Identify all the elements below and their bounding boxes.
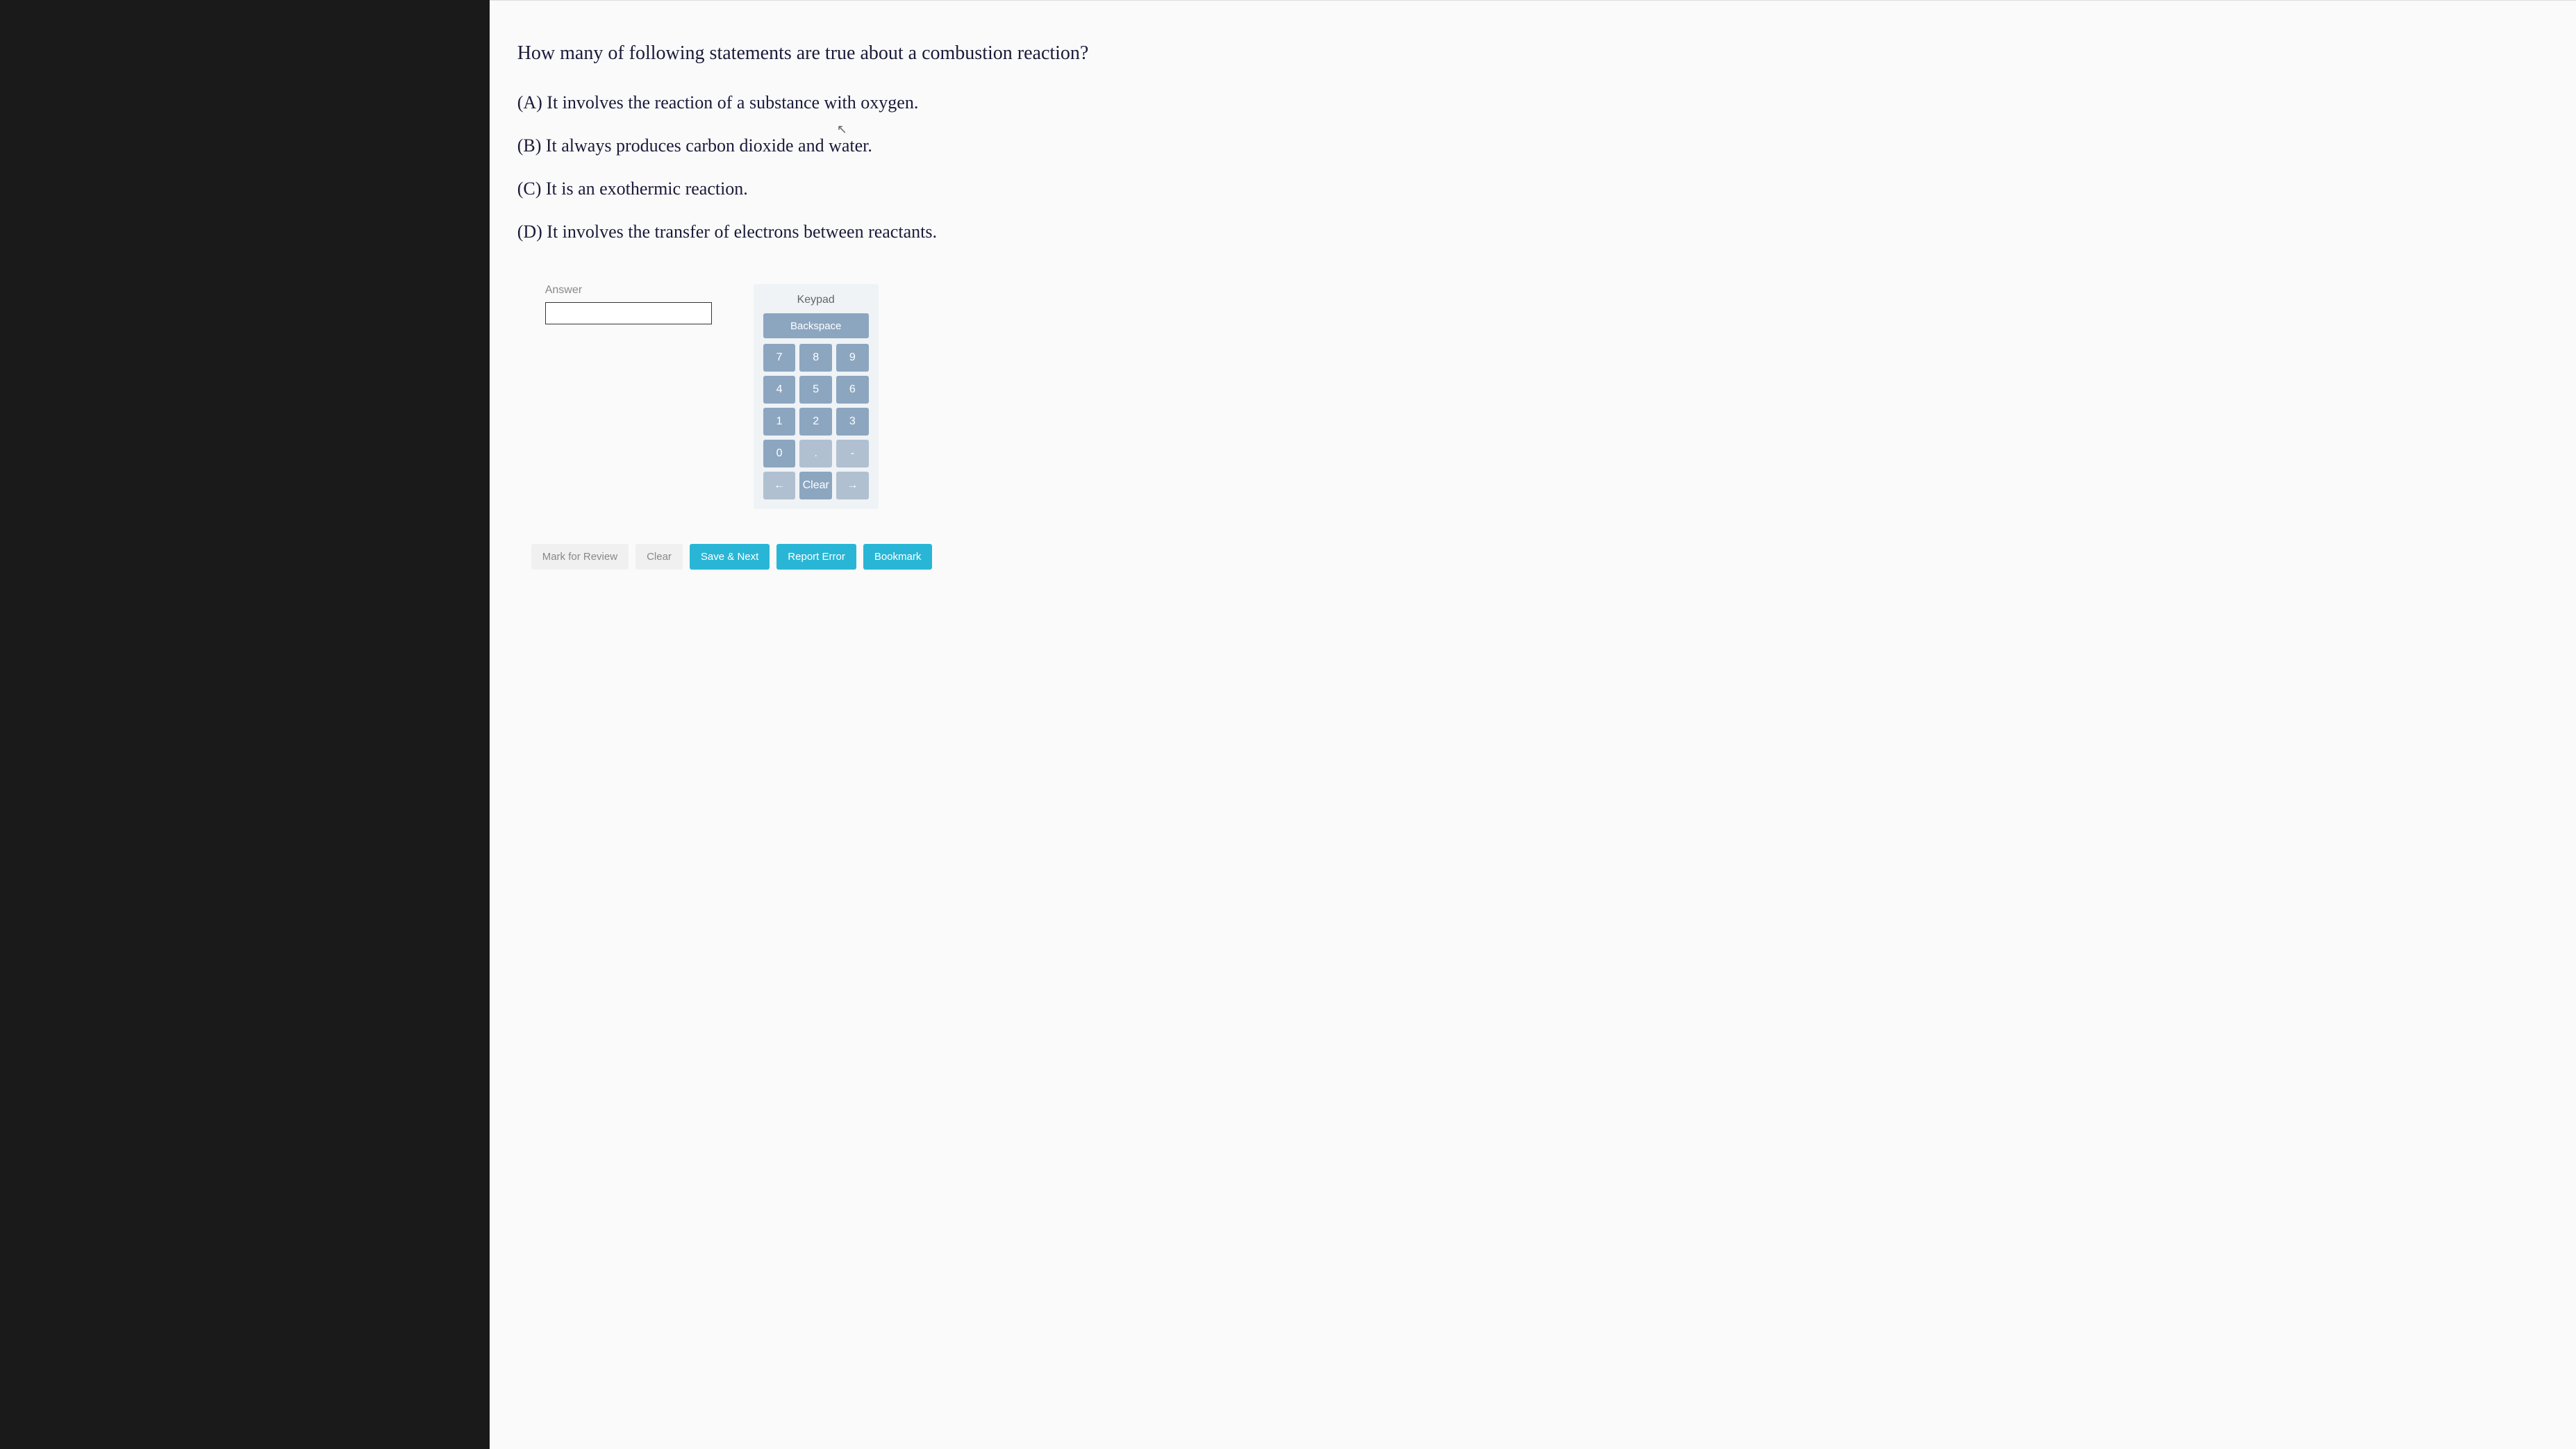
question-text: How many of following statements are tru… [517,42,2548,65]
answer-block: Answer [545,284,712,509]
mark-review-button[interactable]: Mark for Review [531,544,629,570]
keypad-0-button[interactable]: 0 [763,440,796,467]
cursor-icon: ↖ [837,122,847,137]
keypad-7-button[interactable]: 7 [763,344,796,372]
keypad-4-button[interactable]: 4 [763,376,796,404]
keypad-nav-right-button[interactable]: → [836,472,869,499]
left-dark-panel [0,0,490,1449]
clear-button[interactable]: Clear [635,544,683,570]
bottom-bar: Mark for Review Clear Save & Next Report… [531,544,2548,570]
keypad-9-button[interactable]: 9 [836,344,869,372]
keypad-nav-left-button[interactable]: ← [763,472,796,499]
option-a: (A) It involves the reaction of a substa… [517,92,2548,113]
answer-label: Answer [545,284,712,297]
answer-section: Answer Keypad Backspace 7 8 9 4 5 6 1 2 … [545,284,2548,509]
keypad-minus-button[interactable]: - [836,440,869,467]
keypad-grid: 7 8 9 4 5 6 1 2 3 0 . - ← Clear → [763,344,869,499]
keypad-6-button[interactable]: 6 [836,376,869,404]
answer-input[interactable] [545,302,712,324]
option-c: (C) It is an exothermic reaction. [517,179,2548,199]
report-error-button[interactable]: Report Error [776,544,856,570]
save-next-button[interactable]: Save & Next [690,544,770,570]
keypad-title: Keypad [763,294,869,306]
keypad-5-button[interactable]: 5 [799,376,832,404]
main-panel: How many of following statements are tru… [490,0,2576,1449]
bookmark-button[interactable]: Bookmark [863,544,933,570]
option-b: (B) It always produces carbon dioxide an… [517,135,2548,156]
keypad-3-button[interactable]: 3 [836,408,869,436]
keypad-backspace-button[interactable]: Backspace [763,313,869,338]
keypad-8-button[interactable]: 8 [799,344,832,372]
keypad-dot-button[interactable]: . [799,440,832,467]
keypad-2-button[interactable]: 2 [799,408,832,436]
keypad-container: Keypad Backspace 7 8 9 4 5 6 1 2 3 0 . -… [754,284,879,509]
keypad-1-button[interactable]: 1 [763,408,796,436]
option-d: (D) It involves the transfer of electron… [517,222,2548,242]
keypad-clear-button[interactable]: Clear [799,472,832,499]
